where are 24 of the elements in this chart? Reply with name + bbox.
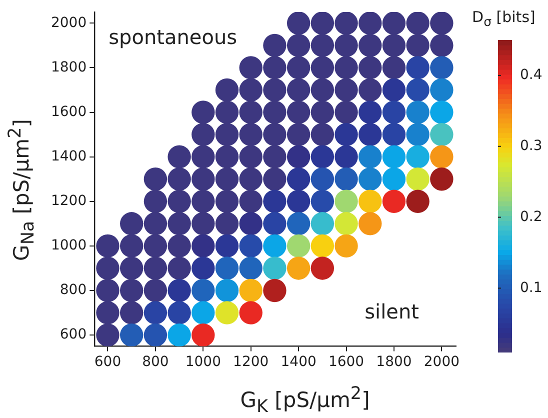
y-tick-label: 1600 [50,104,87,120]
y-tick-label: 1200 [50,193,87,210]
x-tick-label: 1200 [233,354,269,370]
color-bar-label: 0.3 [520,138,542,154]
y-tick-label: 1800 [50,59,87,76]
x-tick-label: 1400 [280,354,316,370]
x-tick-label: 800 [142,354,169,370]
y-tick-label: 600 [60,326,87,343]
annotation: spontaneous [108,25,238,50]
y-tick-label: 1000 [50,238,87,254]
color-bar-label: 0.1 [520,280,542,296]
y-tick-label: 800 [60,282,87,298]
x-tick-label: 1000 [185,354,221,370]
x-tick-label: 1600 [328,354,364,370]
annotation: silent [364,299,420,324]
y-tick-label: 2000 [50,14,87,31]
y-tick-label: 1400 [50,148,87,164]
x-tick-label: 600 [94,354,122,370]
color-bar-label: 0.4 [520,67,542,84]
color-bar-title: D$_{σ}$ [bits] [472,8,536,29]
x-axis-title: G$_{K}$ [pS/μm$^{2}$] [239,384,371,418]
x-tick-label: 1800 [376,354,412,370]
color-bar-label: 0.2 [520,208,542,225]
x-tick-label: 2000 [424,354,460,370]
